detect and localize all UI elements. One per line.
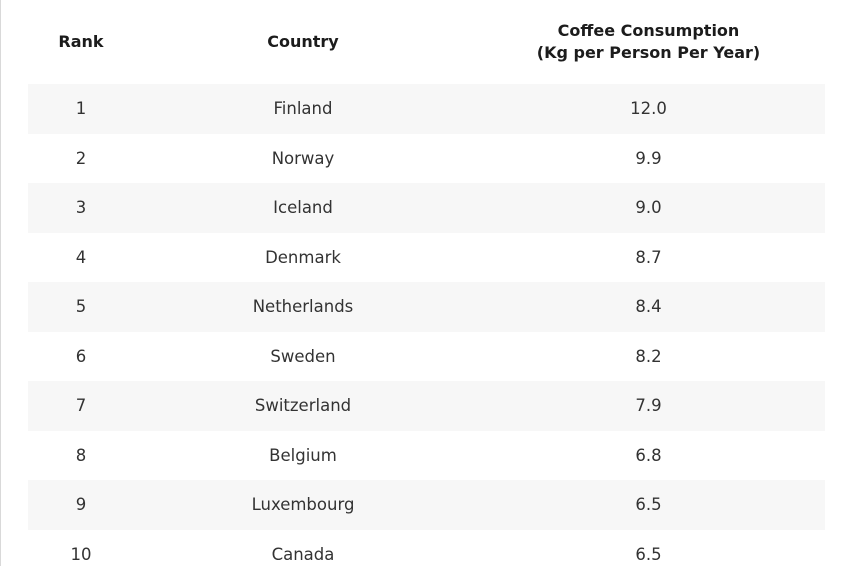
rank-cell: 6 bbox=[75, 346, 87, 366]
table-row: 6 Sweden 8.2 bbox=[28, 332, 825, 382]
rank-cell: 4 bbox=[75, 247, 87, 267]
rank-cell: 3 bbox=[75, 198, 87, 218]
table-row: 2 Norway 9.9 bbox=[28, 134, 825, 184]
header-country: Country bbox=[267, 32, 339, 51]
country-cell: Denmark bbox=[265, 247, 341, 267]
header-rank: Rank bbox=[58, 32, 104, 51]
country-cell: Norway bbox=[271, 148, 335, 168]
rank-cell: 1 bbox=[75, 99, 87, 119]
table-row: 10 Canada 6.5 bbox=[28, 530, 825, 566]
consumption-cell: 9.0 bbox=[635, 198, 662, 218]
table-row: 4 Denmark 8.7 bbox=[28, 233, 825, 283]
country-cell: Netherlands bbox=[252, 297, 354, 317]
consumption-cell: 6.5 bbox=[635, 544, 662, 564]
rank-cell: 2 bbox=[75, 148, 87, 168]
country-cell: Canada bbox=[271, 544, 335, 564]
consumption-cell: 8.4 bbox=[635, 297, 662, 317]
table-row: 3 Iceland 9.0 bbox=[28, 183, 825, 233]
rank-cell: 7 bbox=[75, 396, 87, 416]
rank-cell: 9 bbox=[75, 495, 87, 515]
consumption-cell: 8.7 bbox=[635, 247, 662, 267]
country-cell: Luxembourg bbox=[251, 495, 355, 515]
table-row: 1 Finland 12.0 bbox=[28, 84, 825, 134]
rank-cell: 10 bbox=[70, 544, 92, 564]
consumption-cell: 6.5 bbox=[635, 495, 662, 515]
consumption-cell: 8.2 bbox=[635, 346, 662, 366]
coffee-consumption-table: Rank Country Coffee Consumption (Kg per … bbox=[28, 0, 825, 566]
table-row: 7 Switzerland 7.9 bbox=[28, 381, 825, 431]
country-cell: Finland bbox=[273, 99, 333, 119]
consumption-cell: 12.0 bbox=[630, 99, 667, 119]
country-cell: Switzerland bbox=[254, 396, 352, 416]
table-row: 9 Luxembourg 6.5 bbox=[28, 480, 825, 530]
table-header-row: Rank Country Coffee Consumption (Kg per … bbox=[28, 0, 825, 84]
header-coffee-consumption: Coffee Consumption (Kg per Person Per Ye… bbox=[536, 21, 761, 62]
consumption-cell: 9.9 bbox=[635, 148, 662, 168]
table-row: 8 Belgium 6.8 bbox=[28, 431, 825, 481]
consumption-cell: 6.8 bbox=[635, 445, 662, 465]
country-cell: Sweden bbox=[270, 346, 336, 366]
country-cell: Iceland bbox=[273, 198, 333, 218]
table-row: 5 Netherlands 8.4 bbox=[28, 282, 825, 332]
country-cell: Belgium bbox=[269, 445, 337, 465]
rank-cell: 5 bbox=[75, 297, 87, 317]
consumption-cell: 7.9 bbox=[635, 396, 662, 416]
rank-cell: 8 bbox=[75, 445, 87, 465]
